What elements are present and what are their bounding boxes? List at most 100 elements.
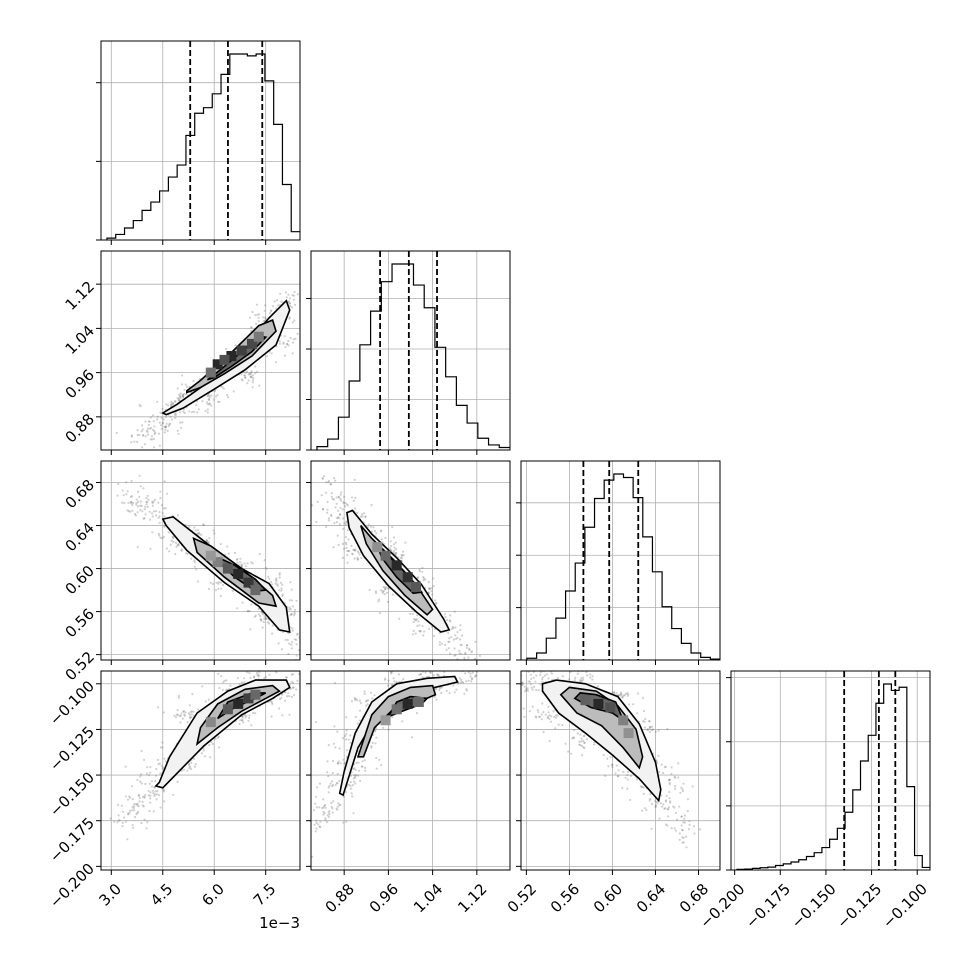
scatter-point: [353, 478, 356, 481]
scatter-point: [163, 515, 166, 518]
scatter-point: [333, 476, 336, 480]
scatter-point: [193, 561, 196, 564]
scatter-point: [254, 712, 257, 715]
scatter-point: [129, 500, 132, 504]
scatter-point: [293, 319, 296, 322]
scatter-point: [453, 661, 455, 663]
scatter-point: [139, 509, 142, 512]
scatter-point: [400, 554, 403, 557]
scatter-point: [410, 736, 413, 739]
scatter-point: [175, 541, 178, 545]
scatter-point: [136, 511, 139, 514]
scatter-point: [333, 682, 336, 685]
scatter-point: [286, 342, 289, 345]
scatter-point: [218, 400, 221, 403]
scatter-point: [151, 428, 155, 431]
scatter-point: [565, 668, 567, 670]
scatter-point: [356, 550, 360, 553]
scatter-point: [285, 669, 287, 671]
scatter-point: [449, 620, 452, 623]
scatter-point: [153, 498, 157, 501]
scatter-point: [392, 543, 395, 546]
scatter-point: [432, 577, 435, 580]
scatter-point: [217, 587, 220, 591]
scatter-point: [321, 508, 325, 511]
scatter-point: [138, 797, 141, 800]
scatter-point: [140, 424, 144, 427]
scatter-point: [433, 695, 436, 699]
scatter-point: [682, 821, 685, 824]
scatter-point: [643, 720, 646, 723]
scatter-point: [143, 818, 146, 821]
scatter-point: [169, 422, 172, 425]
scatter-point: [331, 759, 335, 763]
scatter-point: [343, 495, 346, 498]
scatter-point: [148, 427, 151, 430]
scatter-point: [240, 378, 243, 381]
scatter-point: [248, 316, 252, 319]
scatter-point: [337, 495, 340, 498]
scatter-point: [125, 481, 128, 484]
scatter-point: [453, 610, 456, 613]
scatter-point: [687, 828, 691, 831]
scatter-point: [280, 648, 283, 651]
scatter-point: [450, 627, 453, 631]
scatter-point: [615, 692, 618, 695]
scatter-point: [160, 764, 163, 767]
scatter-point: [176, 397, 179, 400]
scatter-point: [154, 774, 158, 777]
scatter-point: [295, 643, 298, 646]
scatter-point: [460, 634, 464, 637]
scatter-point: [130, 479, 133, 482]
scatter-point: [133, 440, 136, 443]
scatter-point: [364, 700, 368, 703]
scatter-point: [180, 548, 183, 551]
scatter-point: [315, 678, 317, 680]
scatter-point: [435, 673, 439, 676]
axes-frame: [310, 250, 511, 451]
scatter-point: [175, 545, 178, 549]
scatter-point: [443, 663, 445, 665]
x-tick-label: −0.125: [833, 880, 885, 932]
scatter-point: [432, 584, 435, 588]
scatter-point: [305, 281, 307, 283]
scatter-point: [182, 710, 186, 713]
scatter-point: [159, 490, 162, 493]
scatter-point: [323, 812, 326, 815]
scatter-point: [581, 676, 585, 679]
scatter-point: [162, 535, 165, 539]
scatter-point: [259, 618, 262, 621]
scatter-point: [415, 619, 418, 622]
scatter-point: [193, 410, 196, 413]
scatter-point: [287, 652, 290, 656]
scatter-point: [395, 551, 398, 554]
scatter-point: [674, 829, 678, 832]
scatter-point: [275, 577, 278, 580]
scatter-point: [334, 746, 337, 749]
scatter-point: [657, 729, 660, 732]
scatter-point: [345, 520, 348, 523]
scatter-point: [585, 738, 589, 741]
scatter-point: [271, 702, 274, 706]
scatter-point: [452, 638, 455, 641]
scatter-point: [197, 531, 201, 534]
scatter-point: [591, 678, 594, 681]
scatter-point: [400, 554, 404, 557]
scatter-point: [418, 570, 422, 573]
density-cell: [391, 560, 402, 571]
scatter-point: [130, 441, 133, 444]
scatter-point: [133, 815, 137, 819]
scatter-point: [326, 500, 329, 504]
scatter-point: [543, 674, 547, 677]
scatter-point: [133, 809, 136, 812]
scatter-point: [306, 620, 308, 622]
density-cell: [226, 351, 237, 361]
scatter-point: [672, 805, 675, 808]
scatter-point: [418, 568, 421, 571]
scatter-point: [316, 300, 318, 302]
scatter-point: [262, 320, 265, 323]
scatter-point: [271, 624, 274, 627]
scatter-point: [163, 800, 166, 803]
scatter-point: [670, 766, 673, 769]
scatter-point: [534, 680, 537, 683]
